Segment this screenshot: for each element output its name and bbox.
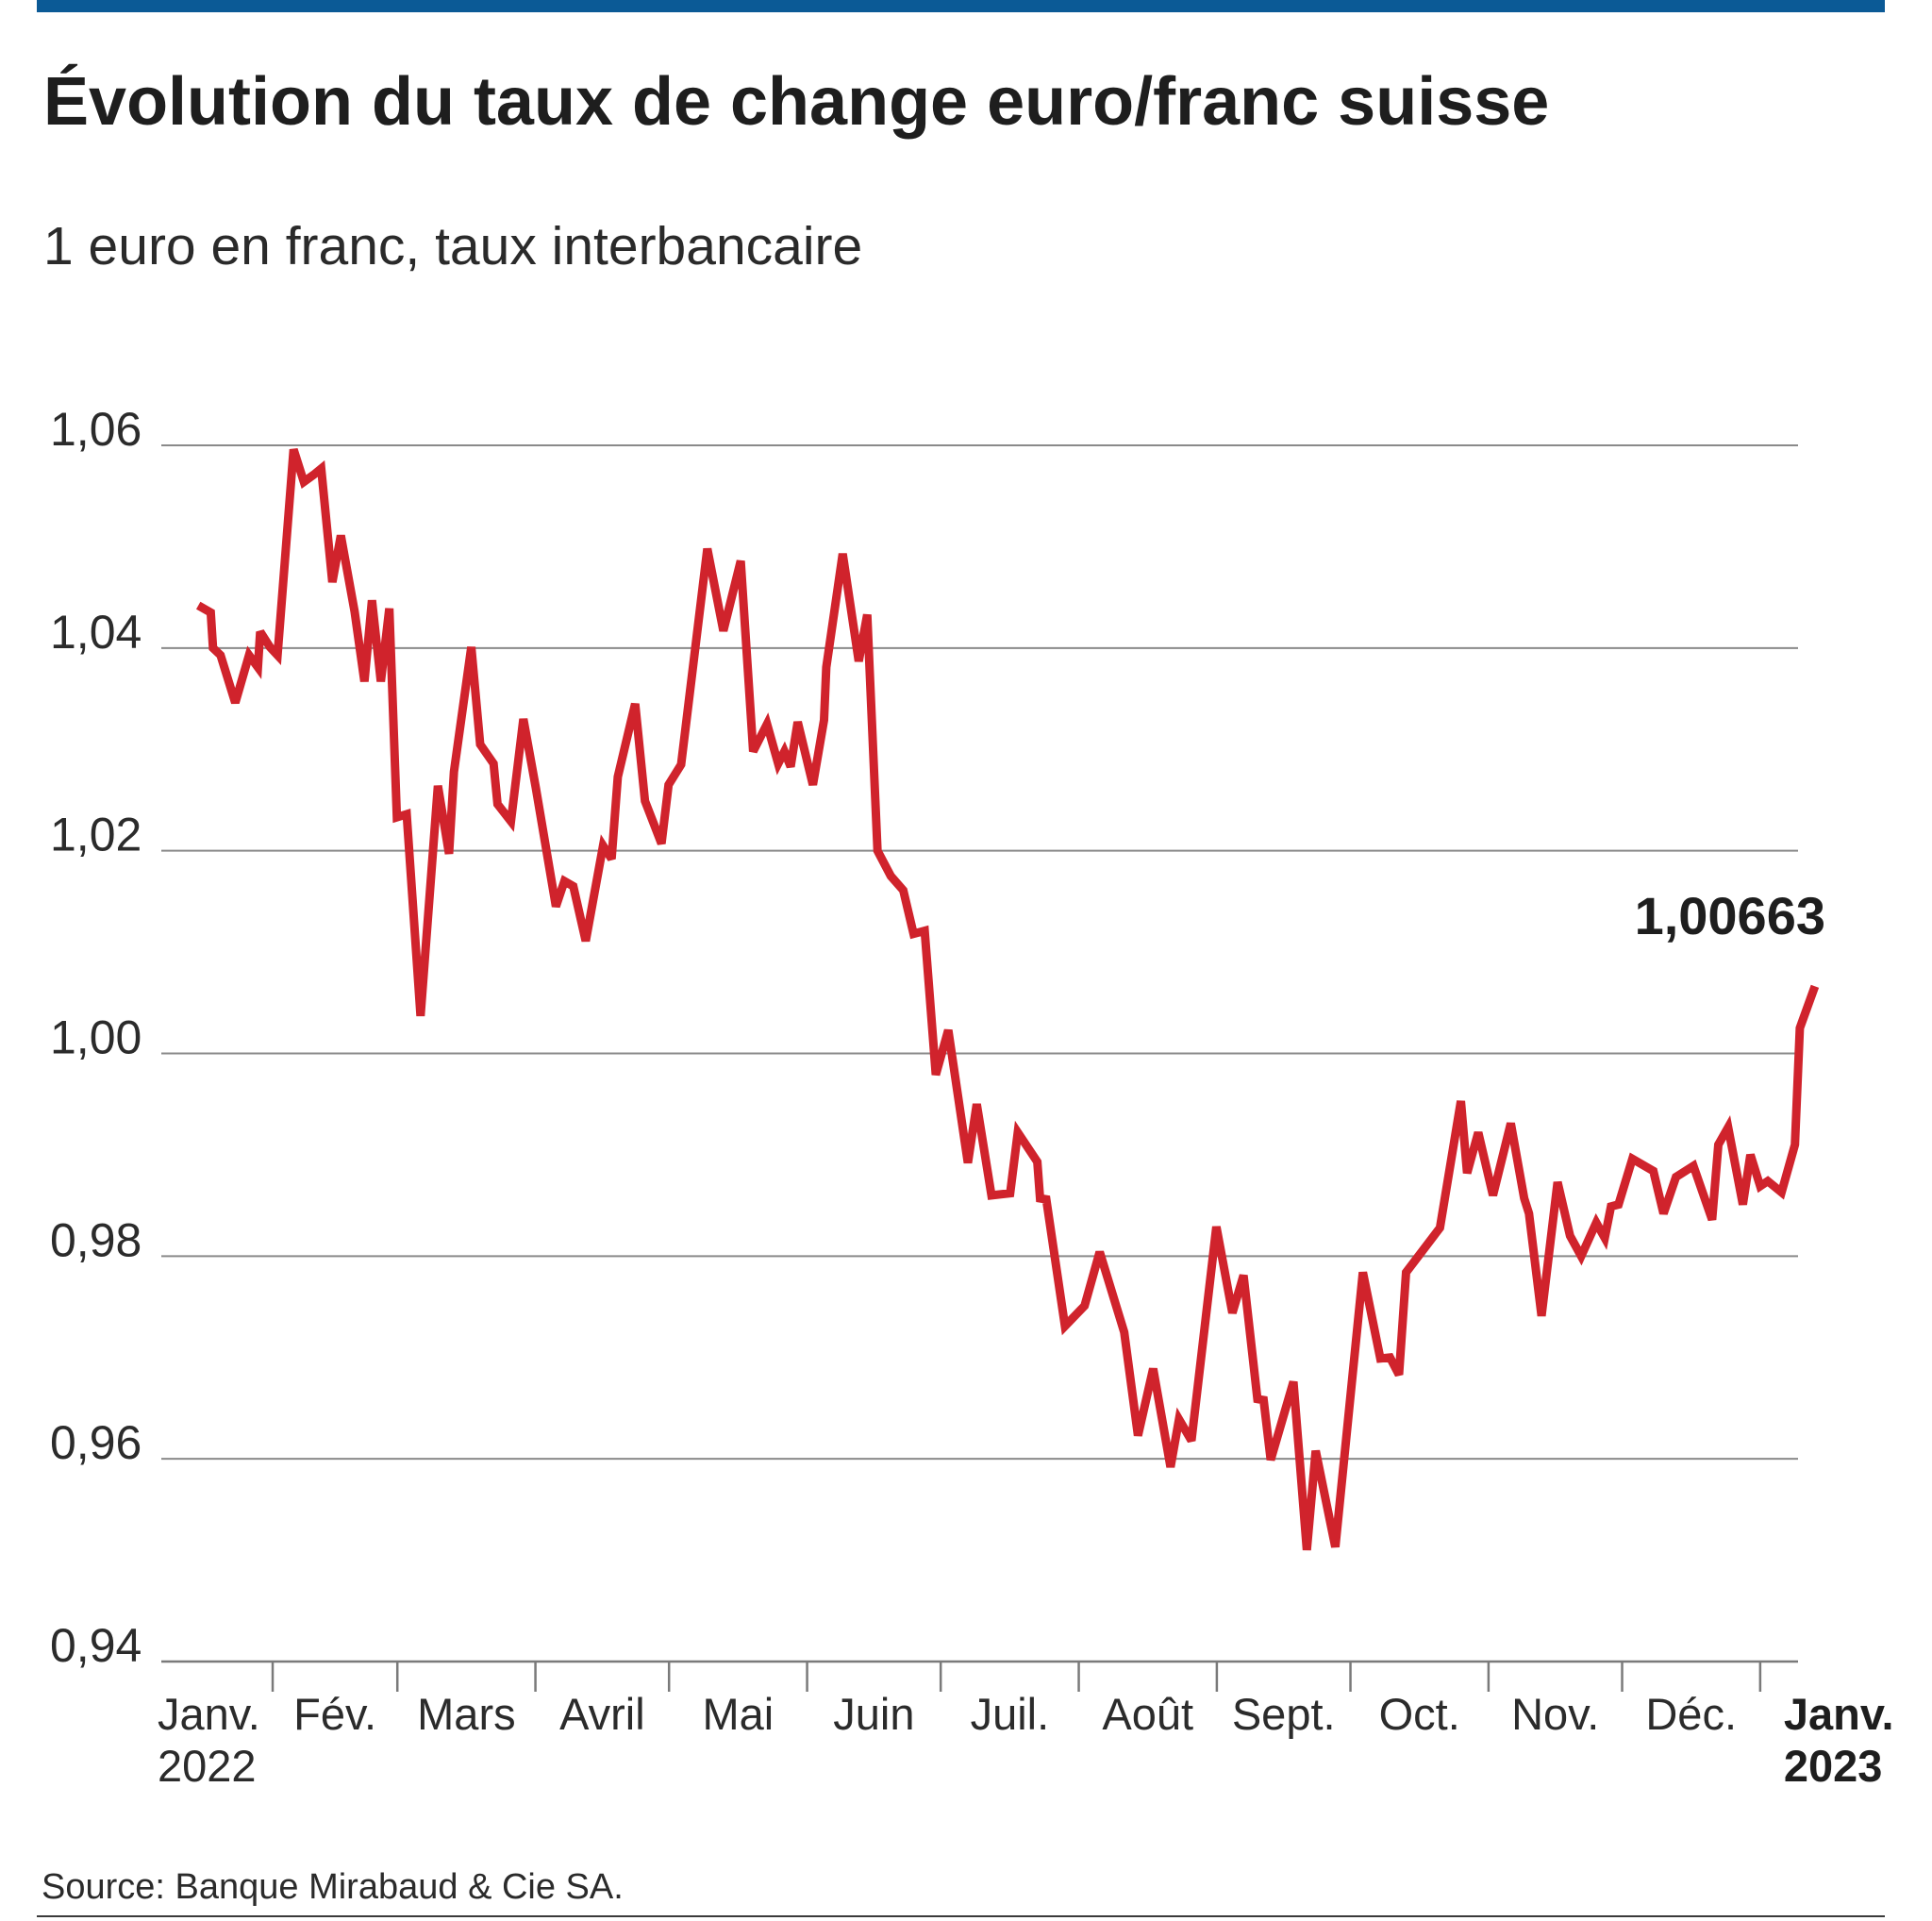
x-month-label: Fév. [293,1689,376,1739]
y-tick-label: 1,04 [50,606,142,659]
x-month-label: Mars [417,1689,515,1739]
top-accent-bar [37,0,1885,12]
x-month-label: Mai [703,1689,774,1739]
y-tick-label: 0,94 [50,1619,142,1672]
x-month-label: Janv. [158,1689,260,1739]
x-axis-ticks [271,1662,1762,1692]
chart-subtitle: 1 euro en franc, taux interbancaire [43,216,862,276]
source-note: Source: Banque Mirabaud & Cie SA. [42,1867,624,1907]
y-tick-label: 1,00 [50,1011,142,1064]
exchange-rate-line [195,447,1820,1551]
x-year-label: 2023 [1784,1741,1883,1791]
y-axis-labels: 0,94 0,96 0,98 1,00 1,02 1,04 1,06 [50,403,142,1672]
chart-title: Évolution du taux de change euro/franc s… [43,64,1549,140]
x-month-label: Déc. [1645,1689,1737,1739]
x-month-label: Juin [833,1689,914,1739]
x-year-label: 2022 [158,1741,257,1791]
x-month-label: Nov. [1511,1689,1599,1739]
x-month-label: Juil. [971,1689,1050,1739]
y-tick-label: 1,06 [50,403,142,456]
y-gridlines [161,444,1798,1663]
x-month-label: Avril [559,1689,645,1739]
y-tick-label: 1,02 [50,809,142,861]
x-month-label: Janv. [1784,1689,1894,1739]
x-month-label: Oct. [1379,1689,1460,1739]
series-layer [195,447,1820,1551]
y-tick-label: 0,96 [50,1416,142,1469]
x-month-label: Sept. [1232,1689,1336,1739]
y-tick-label: 0,98 [50,1213,142,1266]
last-value-label: 1,00663 [1635,886,1825,945]
x-month-label: Août [1102,1689,1193,1739]
